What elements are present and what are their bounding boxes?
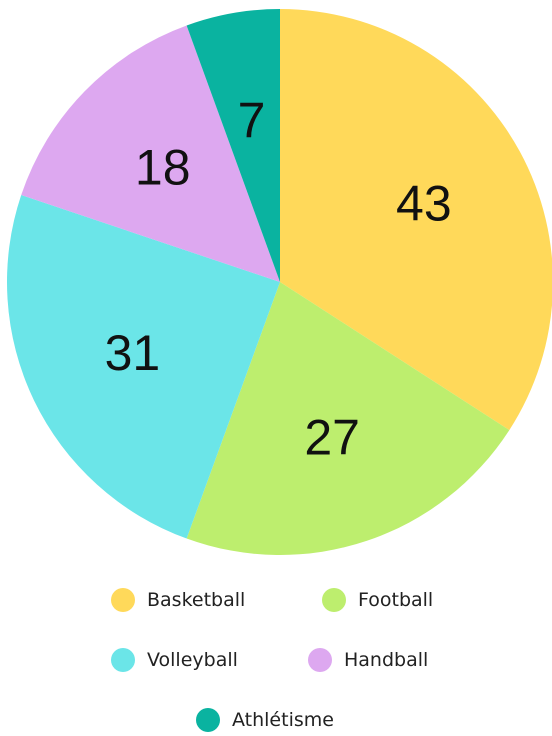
slice-label: 7 <box>238 93 266 149</box>
slice-label: 31 <box>105 325 161 381</box>
slice-label: 27 <box>304 409 360 465</box>
slice-label: 18 <box>135 140 191 196</box>
pie-slice <box>21 25 281 282</box>
legend-label: Basketball <box>147 589 245 611</box>
legend-label: Volleyball <box>147 649 238 671</box>
pie-slice <box>186 282 510 555</box>
legend-swatch <box>111 588 135 612</box>
legend-label: Handball <box>344 649 428 671</box>
legend-swatch <box>196 708 220 732</box>
legend-label: Football <box>358 589 433 611</box>
pie-slice <box>186 9 280 282</box>
pie-slice <box>6 195 281 539</box>
slice-label: 43 <box>396 176 452 232</box>
pie-slice <box>280 9 552 431</box>
legend-label: Athlétisme <box>232 709 334 731</box>
legend-swatch <box>322 588 346 612</box>
legend-swatch <box>308 648 332 672</box>
legend-swatch <box>111 648 135 672</box>
